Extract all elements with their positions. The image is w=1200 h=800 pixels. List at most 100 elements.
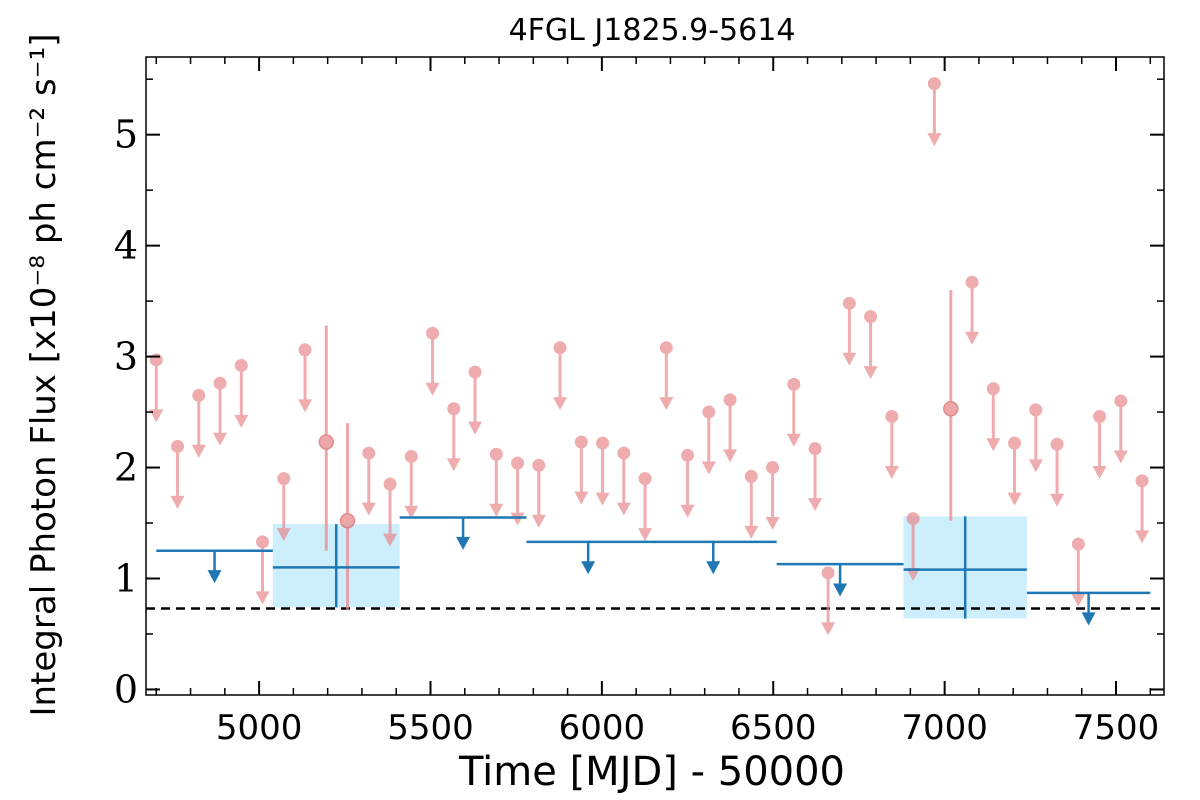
upper-limit-arrowhead — [765, 517, 780, 531]
upper-limit-arrowhead — [723, 449, 738, 463]
upper-limit-marker — [468, 365, 483, 435]
upper-limit-arrowhead — [574, 491, 589, 505]
upper-limit-point — [404, 449, 418, 463]
upper-limit-arrowhead — [489, 503, 504, 517]
upper-limit-point — [659, 341, 673, 355]
upper-limit-arrowhead — [701, 461, 716, 475]
upper-limit-marker — [786, 377, 801, 447]
upper-limit-marker — [234, 358, 249, 428]
upper-limit-arrowhead — [213, 432, 228, 446]
x-tick-label: 5000 — [216, 708, 303, 748]
upper-limit-point — [617, 446, 631, 460]
upper-limit-marker — [638, 472, 653, 542]
upper-limit-arrowhead — [1028, 459, 1043, 473]
upper-limit-marker — [489, 447, 504, 517]
upper-limit-point — [986, 382, 1000, 396]
upper-limit-marker — [255, 535, 270, 605]
upper-limit-point — [1071, 537, 1085, 551]
upper-limit-marker — [170, 439, 185, 509]
upper-limit-point — [723, 393, 737, 407]
detection-point — [318, 434, 335, 450]
upper-limit-marker — [986, 382, 1001, 452]
upper-limit-point — [596, 436, 610, 450]
x-tick-label: 6000 — [559, 708, 646, 748]
upper-limit-point — [864, 310, 878, 324]
detection-marker — [318, 325, 335, 551]
upper-limit-point — [362, 446, 376, 460]
y-tick-label: 1 — [114, 556, 138, 600]
upper-limit-point — [885, 409, 899, 423]
upper-limit-marker — [425, 326, 440, 396]
upper-limit-arrowhead — [510, 512, 525, 526]
upper-limit-arrowhead — [468, 421, 483, 435]
upper-limit-arrowhead — [638, 528, 653, 542]
upper-limit-arrowhead — [744, 525, 759, 539]
upper-limit-arrowhead — [255, 591, 270, 605]
upper-limit-arrowhead — [842, 352, 857, 366]
upper-limit-marker — [383, 477, 398, 547]
detection-point — [339, 513, 356, 529]
upper-limit-point — [766, 461, 780, 475]
y-tick-label: 2 — [114, 446, 138, 490]
upper-limit-marker — [808, 442, 823, 512]
upper-limit-arrowhead — [616, 502, 631, 516]
upper-limit-point — [192, 388, 206, 402]
upper-limit-arrowhead — [927, 133, 942, 147]
upper-limit-point — [681, 448, 695, 462]
upper-limit-arrowhead — [965, 331, 980, 345]
upper-limit-point — [298, 343, 312, 357]
upper-limit-point — [744, 469, 758, 483]
upper-limit-marker — [1071, 537, 1086, 607]
upper-limit-marker — [595, 436, 610, 506]
upper-limit-point — [1114, 394, 1128, 408]
y-tick-label: 4 — [114, 224, 138, 268]
upper-limit-marker — [680, 448, 695, 518]
x-tick-label: 7500 — [1073, 708, 1160, 748]
long-bin-upper-limit-arrowhead — [1081, 612, 1096, 626]
upper-limit-point — [532, 458, 546, 472]
upper-limit-arrowhead — [298, 399, 313, 413]
upper-limit-marker — [531, 458, 546, 528]
upper-limit-marker — [863, 310, 878, 380]
upper-limit-marker — [701, 405, 716, 475]
upper-limit-marker — [1028, 403, 1043, 473]
upper-limit-marker — [842, 296, 857, 366]
upper-limit-arrowhead — [383, 533, 398, 547]
detection-point — [943, 400, 959, 417]
upper-limit-marker — [765, 461, 780, 531]
upper-limit-marker — [213, 376, 228, 446]
upper-limit-arrowhead — [191, 444, 206, 458]
upper-limit-point — [234, 358, 248, 372]
upper-limit-point — [171, 439, 185, 453]
upper-limit-point — [821, 566, 835, 580]
upper-limit-point — [468, 365, 482, 379]
upper-limit-marker — [927, 77, 942, 147]
upper-limit-arrowhead — [595, 492, 610, 506]
upper-limit-point — [638, 472, 652, 486]
upper-limit-point — [256, 535, 270, 549]
x-axis-label: Time [MJD] - 50000 — [458, 749, 845, 795]
upper-limit-marker — [553, 341, 568, 411]
upper-limit-point — [426, 326, 440, 340]
y-tick-label: 3 — [114, 335, 138, 379]
upper-limit-arrowhead — [170, 495, 185, 509]
upper-limit-point — [1135, 474, 1149, 488]
upper-limit-point — [489, 447, 503, 461]
upper-limit-arrowhead — [1113, 450, 1128, 464]
upper-limit-marker — [1092, 409, 1107, 479]
upper-limit-point — [1008, 436, 1022, 450]
upper-limit-arrowhead — [906, 568, 921, 582]
upper-limit-arrowhead — [808, 498, 823, 512]
long-bin-upper-limit-arrowhead — [706, 561, 721, 575]
upper-limit-arrowhead — [863, 366, 878, 380]
long-bin-upper-limit-arrowhead — [456, 536, 471, 550]
upper-limit-marker — [191, 388, 206, 458]
upper-limit-arrowhead — [404, 505, 419, 519]
upper-limit-arrowhead — [1007, 492, 1022, 506]
upper-limit-arrowhead — [1135, 530, 1150, 544]
upper-limit-marker — [510, 456, 525, 526]
long-bin-upper-limit-arrowhead — [581, 561, 596, 575]
upper-limit-point — [447, 402, 461, 416]
upper-limit-marker — [723, 393, 738, 463]
upper-limit-marker — [1050, 437, 1065, 507]
